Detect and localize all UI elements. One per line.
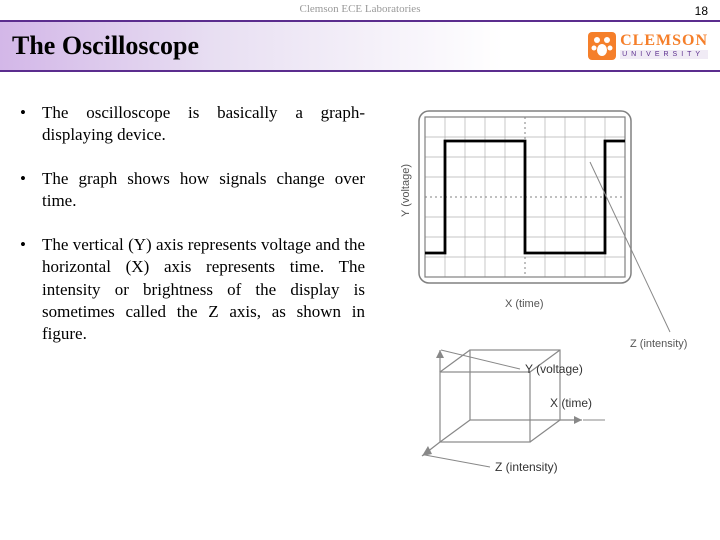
clemson-logo: CLEMSON UNIVERSITY xyxy=(588,32,708,60)
legend-x: X (time) xyxy=(550,396,592,410)
x-axis-label: X (time) xyxy=(505,298,544,310)
legend-z: Z (intensity) xyxy=(495,460,558,474)
content-area: • The oscilloscope is basically a graph-… xyxy=(0,72,720,507)
bullet-marker: • xyxy=(20,102,42,146)
paw-icon xyxy=(588,32,616,60)
bullet-text: The vertical (Y) axis represents voltage… xyxy=(42,234,365,344)
y-axis-label: Y (voltage) xyxy=(400,164,412,217)
logo-main: CLEMSON xyxy=(620,33,708,49)
text-column: • The oscilloscope is basically a graph-… xyxy=(20,102,365,497)
title-bar: The Oscilloscope CLEMSON UNIVERSITY xyxy=(0,20,720,72)
logo-sub: UNIVERSITY xyxy=(620,50,708,59)
bullet-text: The oscilloscope is basically a graph-di… xyxy=(42,102,365,146)
bullet-marker: • xyxy=(20,168,42,212)
page-number: 18 xyxy=(695,4,708,18)
page-title: The Oscilloscope xyxy=(12,31,199,61)
bullet-item: • The vertical (Y) axis represents volta… xyxy=(20,234,365,344)
bullet-text: The graph shows how signals change over … xyxy=(42,168,365,212)
z-label: Z (intensity) xyxy=(630,338,687,350)
lab-name: Clemson ECE Laboratories xyxy=(300,3,421,15)
bullet-marker: • xyxy=(20,234,42,344)
oscilloscope-diagram: Y (voltage) X (time) Z (intensity) xyxy=(375,107,695,497)
diagram-column: Y (voltage) X (time) Z (intensity) xyxy=(375,102,700,497)
logo-text: CLEMSON UNIVERSITY xyxy=(620,33,708,59)
bullet-item: • The graph shows how signals change ove… xyxy=(20,168,365,212)
bullet-item: • The oscilloscope is basically a graph-… xyxy=(20,102,365,146)
legend-y: Y (voltage) xyxy=(525,362,583,376)
header-top: Clemson ECE Laboratories 18 xyxy=(0,0,720,20)
